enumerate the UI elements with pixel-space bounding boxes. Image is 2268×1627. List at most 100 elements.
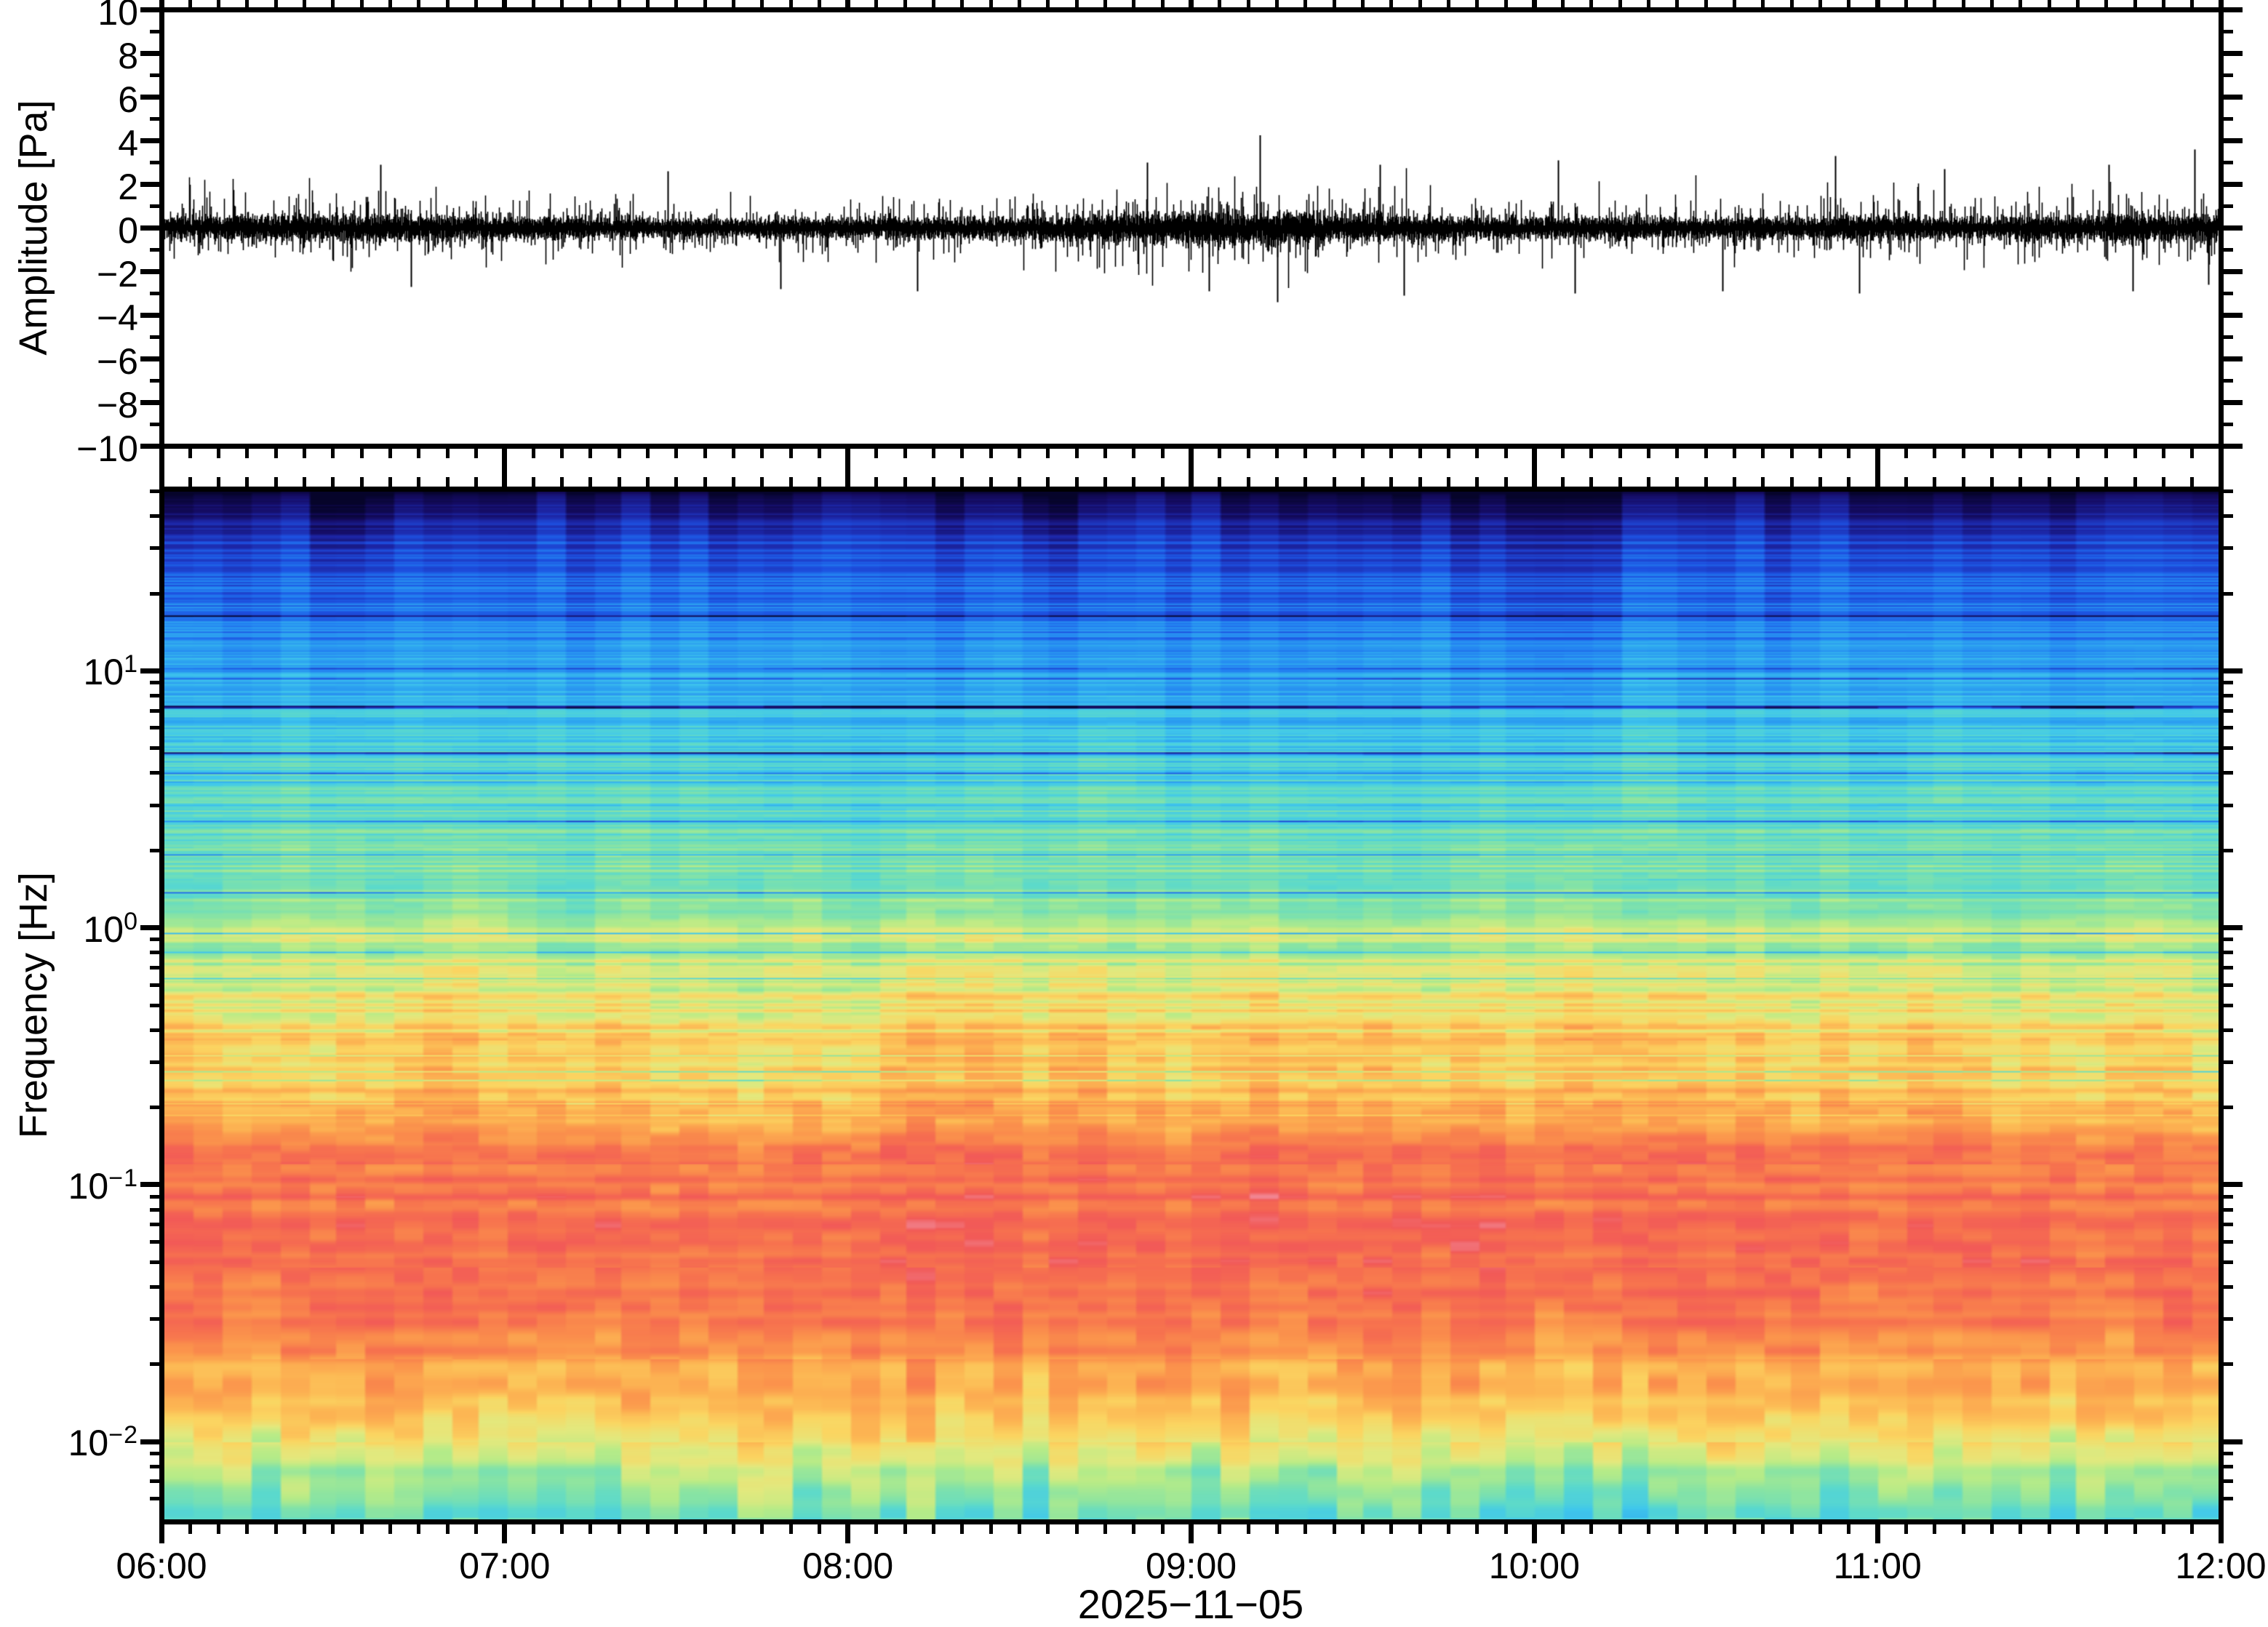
axis-tick [159,448,164,468]
axis-tick [1874,448,1880,468]
axis-tick [1132,448,1136,458]
axis-tick [1618,448,1622,458]
axis-tick [502,0,508,7]
axis-tick [331,1524,335,1534]
axis-tick [1274,0,1279,7]
axis-tick [1274,476,1279,487]
axis-tick [588,448,593,458]
axis-tick [674,1524,679,1534]
axis-tick [2223,268,2243,274]
axis-tick [149,291,159,295]
axis-tick [760,1524,764,1534]
axis-tick [149,335,159,339]
axis-tick [2223,708,2233,713]
axis-tick [2223,399,2243,405]
axis-tick [2223,1362,2233,1367]
axis-tick [1160,0,1165,7]
axis-tick [2223,1464,2233,1468]
axis-tick [2223,378,2233,383]
axis-tick [674,0,679,7]
axis-tick [1218,0,1222,7]
axis-tick [845,1524,851,1543]
axis-tick [760,0,764,7]
axis-tick [1018,476,1022,487]
axis-tick [2223,983,2233,987]
axis-tick [2223,356,2243,361]
axis-tick [2223,1479,2233,1484]
axis-tick [2133,0,2137,7]
axis-tick [2223,726,2233,730]
axis-tick [1504,1524,1508,1534]
axis-tick [1475,1524,1480,1534]
axis-tick [149,1106,159,1110]
axis-tick [2047,0,2051,7]
axis-tick [303,1524,307,1534]
axis-tick [149,1362,159,1367]
axis-tick [1675,476,1680,487]
axis-tick [2190,0,2195,7]
axis-tick [960,0,965,7]
axis-tick [2161,448,2165,458]
axis-tick [2019,1524,2023,1534]
axis-tick [588,1524,593,1534]
axis-tick [273,0,278,7]
axis-tick [149,73,159,77]
axis-tick [149,746,159,751]
axis-tick [140,1439,159,1444]
axis-tick [817,1524,821,1534]
axis-tick [1418,476,1422,487]
axis-tick [1189,448,1194,468]
axis-tick [703,0,707,7]
axis-tick [2104,0,2109,7]
axis-tick [1189,1524,1194,1543]
axis-tick [1789,1524,1794,1534]
axis-tick [2223,1284,2233,1289]
axis-tick [2223,443,2243,449]
axis-tick [1647,0,1651,7]
axis-tick [2223,1194,2233,1199]
axis-tick [2223,746,2233,751]
axis-tick [140,225,159,231]
axis-tick [932,448,936,458]
amplitude-tick-label: 10 [97,0,138,33]
axis-tick [502,467,508,487]
axis-tick [149,726,159,730]
frequency-tick-label: 10−1 [68,1164,138,1207]
axis-tick [1303,448,1308,458]
axis-tick [1761,1524,1765,1534]
axis-tick [149,116,159,121]
axis-tick [2218,1524,2224,1543]
axis-tick [2223,489,2233,493]
axis-tick [1961,0,1965,7]
axis-tick [703,448,707,458]
axis-tick [2223,247,2233,252]
axis-tick [1733,1524,1737,1534]
axis-tick [1475,448,1480,458]
axis-tick [273,448,278,458]
axis-tick [1218,476,1222,487]
axis-tick [645,476,650,487]
axis-tick [359,1524,364,1534]
axis-tick [149,983,159,987]
axis-tick [1789,476,1794,487]
axis-tick [1733,448,1737,458]
axis-tick [1733,476,1737,487]
axis-tick [149,965,159,970]
axis-tick [559,1524,564,1534]
axis-tick [1561,0,1565,7]
axis-tick [140,1182,159,1188]
time-tick-label: 09:00 [1145,1546,1237,1586]
axis-tick [2075,476,2080,487]
axis-tick [1446,1524,1450,1534]
waveform-trace-canvas [164,12,2219,444]
time-tick-label: 08:00 [802,1546,894,1586]
axis-tick [1360,1524,1365,1534]
axis-tick [2223,951,2233,955]
axis-tick [149,1317,159,1322]
axis-tick [588,476,593,487]
amplitude-tick-label: −10 [76,428,138,469]
axis-tick [1332,0,1336,7]
axis-tick [474,0,478,7]
axis-tick [149,1207,159,1212]
